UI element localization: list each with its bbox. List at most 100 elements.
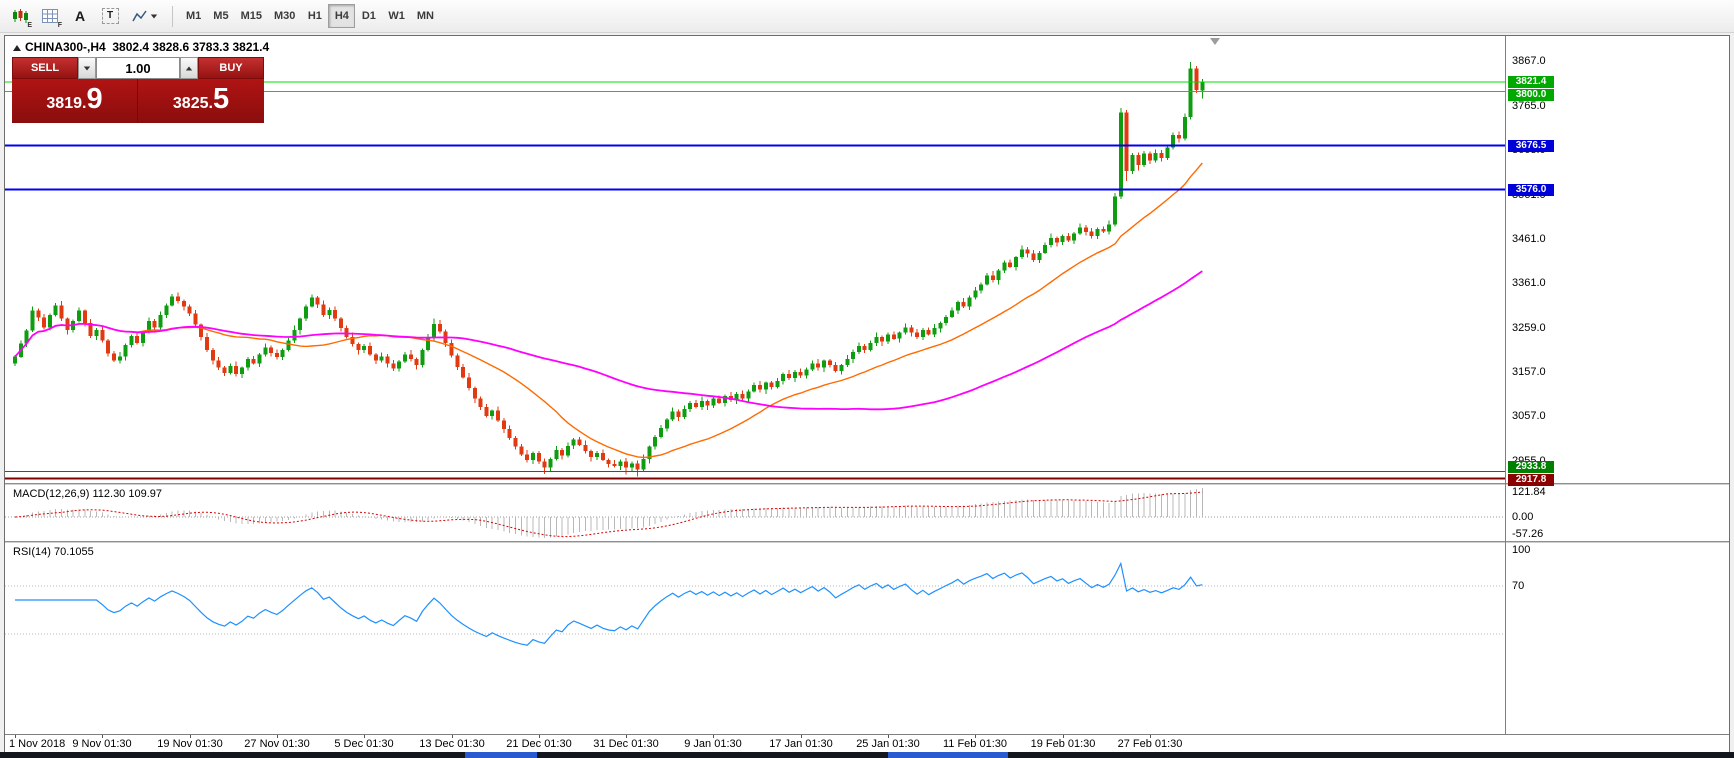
buy-price-button[interactable]: 3825. 5: [138, 79, 264, 123]
time-axis-label: 27 Feb 01:30: [1117, 738, 1183, 750]
panel-separator[interactable]: [5, 541, 1729, 543]
price-badge: 3800.0: [1508, 89, 1554, 101]
one-click-trading-panel: SELL BUY 3819.9 3825.5: [12, 57, 264, 123]
grid-button[interactable]: F: [36, 3, 64, 29]
caret-down-icon: [83, 66, 91, 70]
text-tool-button[interactable]: A: [66, 3, 94, 29]
time-axis-tick: [277, 735, 278, 738]
timeframe-button-m30[interactable]: M30: [268, 4, 301, 28]
price-badge: 3576.0: [1508, 184, 1554, 196]
volume-input[interactable]: [96, 57, 180, 79]
symbol-marker-icon: [13, 45, 21, 51]
icon-sub-letter: F: [57, 22, 62, 29]
buy-price-pips: 5: [212, 83, 230, 115]
buy-button[interactable]: BUY: [198, 57, 264, 79]
time-axis[interactable]: 1 Nov 2018 9 Nov 01:30 19 Nov 01:30 27 Nov …: [5, 734, 1729, 752]
time-axis-label: 11 Feb 01:30: [942, 738, 1008, 750]
timeframe-button-m5[interactable]: M5: [207, 4, 234, 28]
price-axis-label: 3361.0: [1512, 277, 1546, 289]
timeframe-button-h4[interactable]: H4: [328, 4, 356, 28]
time-axis-label: 27 Nov 01:30: [244, 738, 310, 750]
text-label-button[interactable]: T: [96, 3, 124, 29]
time-axis-tick: [190, 735, 191, 738]
caret-up-icon: [185, 66, 193, 70]
timeframe-button-m15[interactable]: M15: [235, 4, 268, 28]
panel-separator[interactable]: [5, 483, 1729, 485]
buy-price-main: 3825.: [172, 95, 213, 112]
time-axis-tick: [539, 735, 540, 738]
time-axis-tick: [15, 735, 16, 738]
taskbar: [0, 752, 1734, 758]
macd-axis-label: -57.26: [1512, 528, 1544, 540]
text-box-icon: T: [101, 8, 119, 24]
chart-title: CHINA300-,H4 3802.4 3828.6 3783.3 3821.4: [13, 40, 269, 54]
trade-panel-controls: SELL BUY: [12, 57, 264, 79]
time-axis-label: 21 Dec 01:30: [506, 738, 572, 750]
time-axis-tick: [801, 735, 802, 738]
macd-axis-label: 121.84: [1512, 486, 1546, 498]
toolbar-separator: [172, 5, 173, 27]
timeframe-button-w1[interactable]: W1: [382, 4, 411, 28]
volume-decrease-button[interactable]: [78, 57, 96, 79]
ohlc-values: 3802.4 3828.6 3783.3 3821.4: [112, 40, 270, 54]
macd-axis-label: 0.00: [1512, 511, 1534, 523]
time-axis-label: 1 Nov 2018: [9, 738, 66, 750]
time-axis-tick: [713, 735, 714, 738]
price-badge: 3821.4: [1508, 76, 1554, 88]
time-axis-tick: [364, 735, 365, 738]
price-badge: 2917.8: [1508, 474, 1554, 486]
price-axis-label: 3461.0: [1512, 233, 1546, 245]
rsi-axis-label: 100: [1512, 544, 1531, 556]
time-axis-tick: [452, 735, 453, 738]
sell-price-button[interactable]: 3819. 9: [12, 79, 138, 123]
time-axis-label: 17 Jan 01:30: [769, 738, 833, 750]
time-axis-label: 31 Dec 01:30: [593, 738, 659, 750]
timeframe-button-h1[interactable]: H1: [301, 4, 328, 28]
price-axis-label: 3057.0: [1512, 410, 1546, 422]
taskbar-item[interactable]: [888, 752, 1008, 758]
time-axis-tick: [1063, 735, 1064, 738]
rsi-panel[interactable]: [5, 544, 1729, 734]
time-axis-label: 19 Feb 01:30: [1030, 738, 1096, 750]
rsi-label: RSI(14) 70.1055: [13, 546, 94, 558]
timeframe-button-mn[interactable]: MN: [411, 4, 440, 28]
time-axis-tick: [626, 735, 627, 738]
time-axis-tick: [102, 735, 103, 738]
trade-panel-prices: 3819. 9 3825. 5: [12, 79, 264, 123]
time-axis-tick: [975, 735, 976, 738]
price-badge: 2933.8: [1508, 461, 1554, 473]
timeframe-button-m1[interactable]: M1: [180, 4, 207, 28]
icon-sub-letter: E: [27, 22, 32, 29]
price-axis-label: 3867.0: [1512, 55, 1546, 67]
time-axis-label: 13 Dec 01:30: [419, 738, 485, 750]
price-axis[interactable]: 3867.03765.03663.03561.03461.03361.03259…: [1505, 36, 1729, 734]
candlestick-chart-icon: [12, 9, 28, 23]
chart-shift-marker-icon[interactable]: [1210, 38, 1220, 45]
chart-style-button[interactable]: E: [6, 3, 34, 29]
time-axis-label: 25 Jan 01:30: [856, 738, 920, 750]
grid-icon: [42, 9, 58, 23]
rsi-axis-label: 70: [1512, 580, 1525, 592]
drawing-tools-button[interactable]: [126, 3, 164, 29]
price-axis-label: 3259.0: [1512, 322, 1546, 334]
time-axis-label: 19 Nov 01:30: [157, 738, 223, 750]
price-badge: 3676.5: [1508, 140, 1554, 152]
sell-price-pips: 9: [86, 83, 103, 115]
timeframe-group: M1 M5 M15 M30 H1 H4 D1 W1 MN: [180, 4, 440, 28]
time-axis-label: 9 Nov 01:30: [72, 738, 132, 750]
volume-increase-button[interactable]: [180, 57, 198, 79]
price-chart-canvas[interactable]: [5, 36, 1729, 485]
sell-button[interactable]: SELL: [12, 57, 78, 79]
sell-price-main: 3819.: [46, 95, 87, 112]
timeframe-button-d1[interactable]: D1: [355, 4, 382, 28]
symbol-name: CHINA300-,H4: [25, 40, 106, 54]
macd-label: MACD(12,26,9) 112.30 109.97: [13, 488, 162, 500]
time-axis-tick: [888, 735, 889, 738]
time-axis-label: 5 Dec 01:30: [334, 738, 394, 750]
taskbar-item[interactable]: [465, 752, 537, 758]
zigzag-icon: [132, 10, 147, 22]
toolbar: E F A T M1 M5 M15 M30 H1 H4 D1 W1 MN: [0, 0, 1734, 33]
macd-panel[interactable]: [5, 486, 1729, 540]
time-axis-label: 9 Jan 01:30: [684, 738, 742, 750]
